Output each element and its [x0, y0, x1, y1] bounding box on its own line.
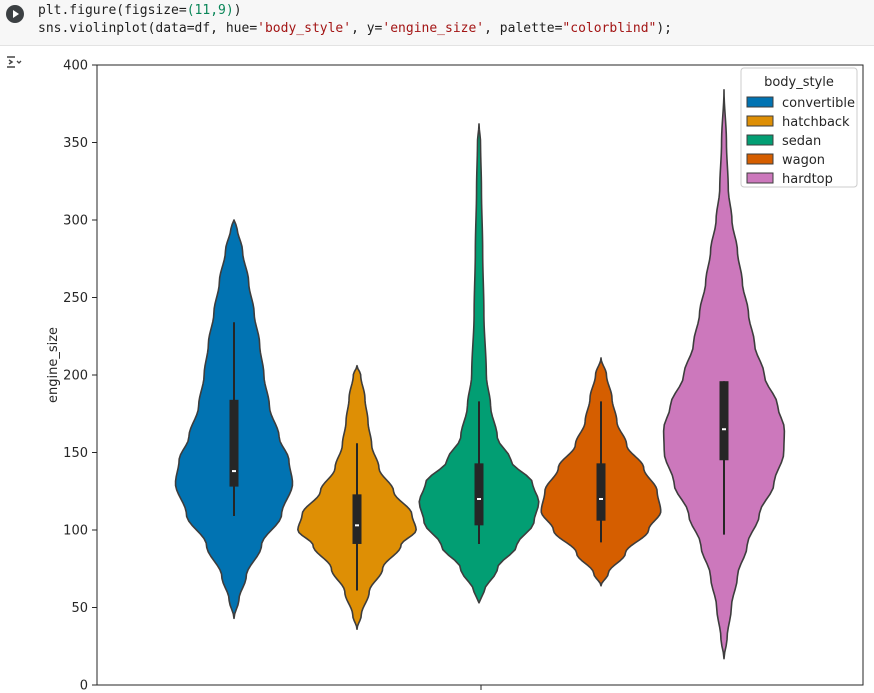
y-tick-label: 150 [63, 446, 88, 461]
legend: body_style convertible hatchback sedan wagon… [740, 67, 858, 188]
legend-label-convertible: convertible [782, 96, 855, 111]
legend-label-sedan: sedan [782, 134, 821, 149]
legend-swatch-convertible [746, 96, 774, 108]
legend-swatch-sedan [746, 134, 774, 146]
y-tick-label: 300 [63, 214, 88, 229]
y-tick-label: 250 [63, 291, 88, 306]
y-tick-label: 200 [63, 369, 88, 384]
iqr-box-hardtop [719, 381, 729, 461]
output-collapse-icon[interactable] [5, 54, 23, 70]
median-hardtop [722, 428, 726, 431]
violin-hardtop [662, 89, 786, 660]
y-tick-label: 0 [80, 679, 88, 693]
violin-sedan [418, 123, 540, 604]
iqr-box-hatchback [352, 494, 362, 544]
legend-title: body_style [764, 75, 834, 90]
iqr-box-wagon [596, 463, 606, 521]
code-editor[interactable]: plt.figure(figsize=(11,9)) sns.violinplo… [38, 2, 672, 38]
legend-swatch-wagon [746, 153, 774, 165]
y-tick-label: 50 [71, 601, 88, 616]
play-icon [13, 10, 19, 18]
median-convertible [232, 470, 236, 473]
legend-swatch-hardtop [746, 172, 774, 184]
median-sedan [477, 498, 481, 500]
run-cell-button[interactable] [6, 5, 24, 23]
y-axis-label: engine_size [46, 327, 61, 403]
legend-swatch-hatchback [746, 115, 774, 127]
legend-label-hatchback: hatchback [782, 115, 850, 130]
y-tick-label: 100 [63, 524, 88, 539]
y-tick-label: 350 [63, 136, 88, 151]
iqr-box-sedan [474, 463, 484, 526]
code-line-1: plt.figure(figsize=(11,9)) [38, 3, 242, 18]
iqr-box-convertible [229, 399, 239, 487]
y-tick-label: 400 [63, 59, 88, 74]
median-wagon [599, 498, 603, 500]
legend-label-wagon: wagon [782, 153, 825, 168]
median-hatchback [355, 524, 359, 527]
legend-label-hardtop: hardtop [782, 172, 833, 187]
violin-chart: 0 50 100 150 200 250 300 350 400 engine_size body… [46, 59, 864, 693]
code-cell[interactable]: plt.figure(figsize=(11,9)) sns.violinplo… [0, 0, 874, 46]
code-line-2: sns.violinplot(data=df, hue='body_style'… [38, 21, 672, 36]
